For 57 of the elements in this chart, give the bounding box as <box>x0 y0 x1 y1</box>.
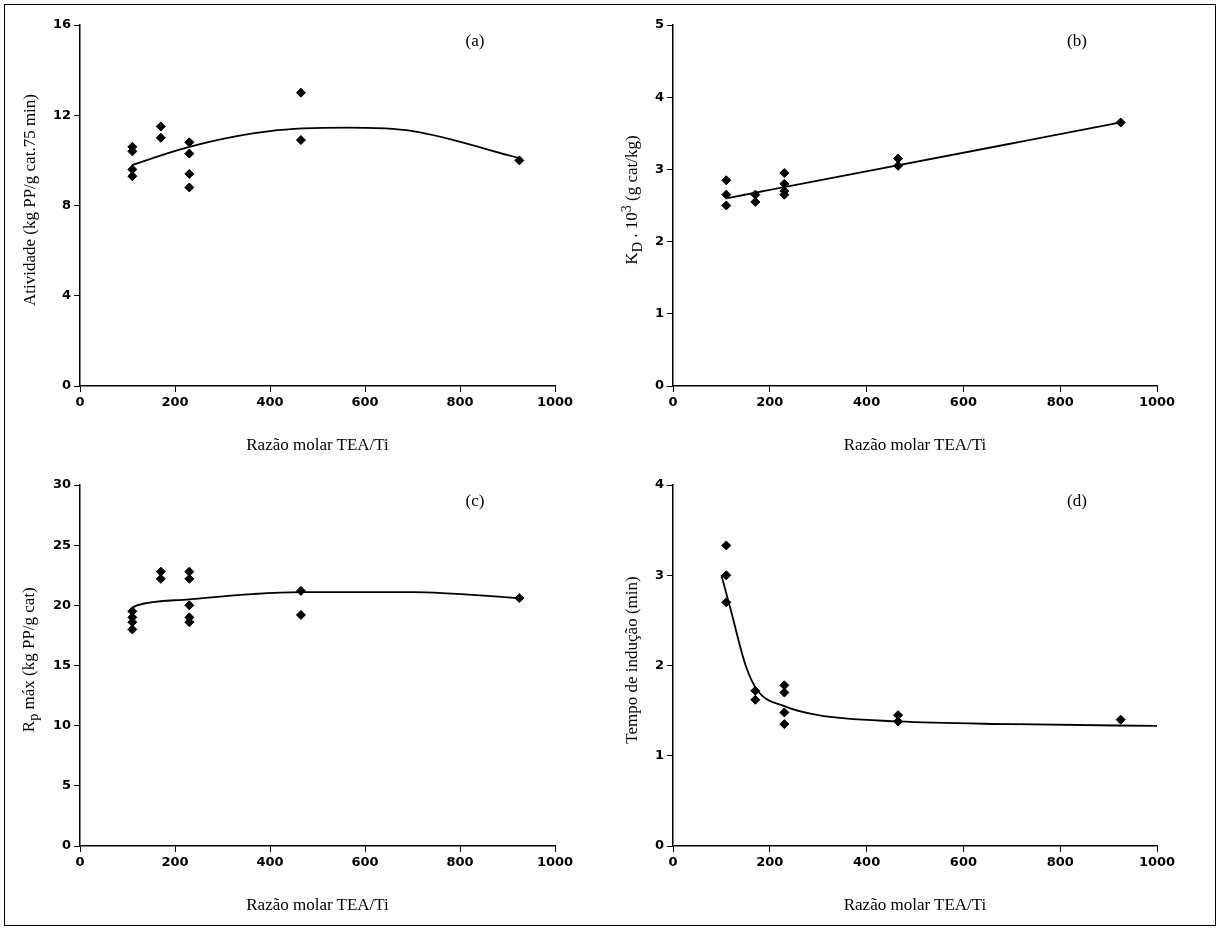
y-tick-label: 1 <box>655 747 665 763</box>
annotation: (c) <box>465 490 485 510</box>
y-tick-label: 0 <box>62 377 72 393</box>
y-tick-label: 10 <box>53 717 72 733</box>
x-tick-label: 400 <box>853 394 881 410</box>
x-axis-title: Razão molar TEA/Ti <box>246 435 390 455</box>
x-tick-label: 0 <box>668 394 678 410</box>
x-tick-label: 1000 <box>1138 394 1176 410</box>
annotation: (d) <box>1067 490 1087 510</box>
y-tick-label: 4 <box>655 476 665 492</box>
x-tick-label: 200 <box>161 394 189 410</box>
x-tick-label: 600 <box>949 394 977 410</box>
y-tick-label: 4 <box>62 287 72 303</box>
y-tick-label: 1 <box>655 305 665 321</box>
x-tick-label: 400 <box>256 854 284 870</box>
y-tick-label: 0 <box>655 837 665 853</box>
x-tick-label: 0 <box>75 394 85 410</box>
x-tick-label: 800 <box>446 394 474 410</box>
x-tick-label: 200 <box>756 394 784 410</box>
x-tick-label: 0 <box>75 854 85 870</box>
y-tick-label: 2 <box>655 232 665 248</box>
x-tick-label: 600 <box>351 854 379 870</box>
x-tick-label: 800 <box>446 854 474 870</box>
x-tick-label: 200 <box>161 854 189 870</box>
y-tick-label: 25 <box>53 536 72 552</box>
annotation: (b) <box>1067 30 1087 50</box>
y-tick-label: 0 <box>62 837 72 853</box>
y-tick-label: 12 <box>53 106 72 122</box>
y-tick-label: 8 <box>62 196 72 212</box>
y-tick-label: 15 <box>53 656 72 672</box>
y-tick-label: 5 <box>62 777 72 793</box>
y-tick-label: 16 <box>53 16 72 32</box>
x-tick-label: 600 <box>949 854 977 870</box>
x-tick-label: 400 <box>853 854 881 870</box>
y-tick-label: 4 <box>655 88 665 104</box>
x-axis-title: Razão molar TEA/Ti <box>246 895 390 915</box>
x-tick-label: 800 <box>1046 854 1074 870</box>
y-axis-title: Tempo de indução (min) <box>622 576 642 744</box>
x-tick-label: 1000 <box>1138 854 1176 870</box>
x-tick-label: 800 <box>1046 394 1074 410</box>
y-tick-label: 2 <box>655 656 665 672</box>
y-tick-label: 20 <box>53 596 72 612</box>
x-tick-label: 200 <box>756 854 784 870</box>
y-tick-label: 5 <box>655 16 665 32</box>
x-tick-label: 1000 <box>536 854 574 870</box>
x-axis-title: Razão molar TEA/Ti <box>843 435 987 455</box>
x-tick-label: 400 <box>256 394 284 410</box>
x-tick-label: 1000 <box>536 394 574 410</box>
annotation: (a) <box>465 30 485 50</box>
x-tick-label: 600 <box>351 394 379 410</box>
x-axis-title: Razão molar TEA/Ti <box>843 895 987 915</box>
x-tick-label: 0 <box>668 854 678 870</box>
y-tick-label: 30 <box>53 476 72 492</box>
y-tick-label: 3 <box>655 566 665 582</box>
y-axis-title: Atividade (kg PP/g cat.75 min) <box>20 93 40 307</box>
y-tick-label: 0 <box>655 377 665 393</box>
y-tick-label: 3 <box>655 160 665 176</box>
